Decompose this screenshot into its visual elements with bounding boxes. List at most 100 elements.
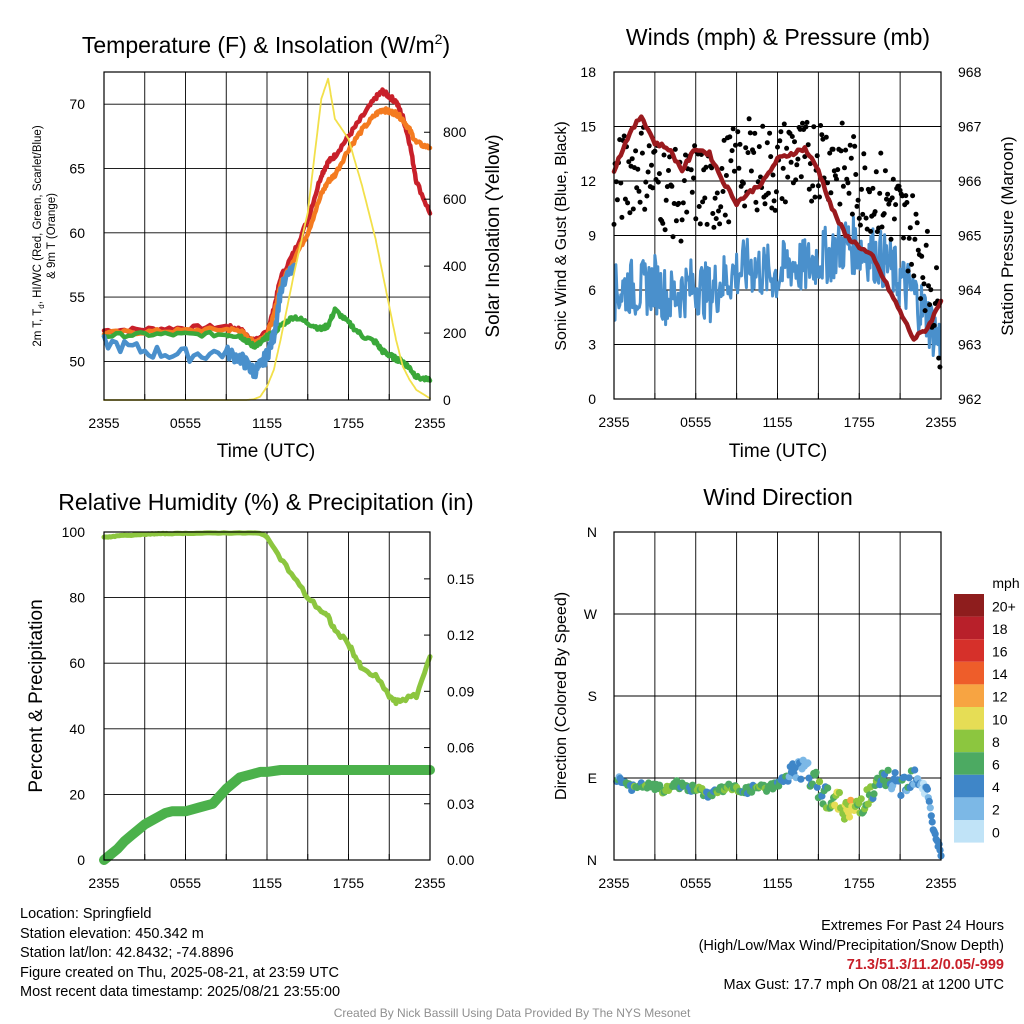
gust-point [730,126,736,132]
colorbar-swatch [954,684,984,707]
x-tick-label: 0555 [680,875,711,891]
colorbar-title: mph [992,575,1019,591]
gust-point [619,214,625,220]
gust-point [768,154,774,160]
gust-point [792,139,797,145]
wind-direction-y-label: Direction (Colored By Speed) [553,592,570,800]
gust-point [802,154,808,160]
gust-point [927,302,933,308]
colorbar-swatch [954,752,984,775]
gust-point [823,134,829,140]
direction-point [818,792,826,800]
y-tick-label: 40 [69,721,85,737]
gust-point [655,179,661,185]
gust-point [681,178,687,184]
station-info: Location: Springfield Station elevation:… [20,905,340,1003]
gust-point [692,143,698,149]
gust-point [877,190,883,196]
gust-point [909,261,914,267]
gust-point [622,196,628,202]
gust-point [772,207,778,213]
gust-point [717,221,723,227]
y-tick-label: 80 [69,590,85,606]
gust-point [812,194,818,200]
y-tick-label: E [588,770,597,786]
gust-point [839,120,845,126]
x-tick-label: 1755 [844,875,875,891]
station-latlon: Station lat/lon: 42.8432; -74.8896 [20,945,234,961]
colorbar-swatch [954,797,984,820]
gust-point [728,158,734,164]
y2-tick-label: 400 [443,258,467,274]
gust-point [788,159,794,165]
gust-point [819,132,825,138]
gust-point [762,201,768,207]
direction-point [815,778,824,786]
gust-point [809,198,815,204]
gust-point [867,189,872,195]
y-tick-label: 18 [580,64,596,80]
gust-point [872,209,878,215]
series-line-td [101,306,433,383]
x-tick-label: 1155 [762,414,792,430]
gust-point [811,124,817,130]
gust-point [861,151,867,157]
y-tick-label: 6 [588,282,596,298]
y-tick-label: 0 [588,391,596,407]
humidity-title: Relative Humidity (%) & Precipitation (i… [58,489,473,515]
gust-point [852,143,858,149]
gust-point [703,164,709,170]
colorbar-label: 20+ [992,598,1016,614]
gust-point [827,150,833,156]
gust-point [857,222,863,228]
gust-point [702,195,708,201]
gust-point [737,141,743,147]
colorbar-swatch [954,707,984,730]
gust-point [727,134,733,140]
gust-point [660,220,666,226]
gust-point [873,169,879,175]
gust-point [696,204,702,209]
gust-point [673,218,679,224]
gust-point [780,165,786,171]
gust-point [672,146,678,152]
gust-point [650,185,656,191]
series-line-9m-t [101,106,433,347]
gust-point [853,172,859,177]
gust-point [863,215,869,221]
y-tick-label: 70 [69,96,85,112]
gust-point [697,221,703,227]
gust-point [669,183,675,189]
gust-point [910,193,916,199]
x-tick-label: 1155 [252,875,282,891]
gust-point [889,195,895,201]
direction-point [905,774,913,782]
gust-point [710,211,716,216]
colorbar-label: 18 [992,621,1008,637]
gust-point [921,281,927,287]
direction-point [845,813,854,821]
gust-point [882,168,888,174]
gust-point [618,180,624,186]
colorbar-label: 8 [992,734,1000,750]
y-tick-label: 3 [588,337,596,353]
gust-point [912,236,918,242]
humidity-y-label: Percent & Precipitation [26,599,47,792]
gust-point [625,200,631,206]
gust-point [649,162,654,168]
gust-point [771,198,777,204]
gust-point [911,273,917,279]
gust-point [905,268,911,274]
gust-point [810,183,816,189]
gust-point [870,185,876,191]
gust-point [712,195,718,201]
x-tick-label: 2355 [88,875,119,891]
gust-point [735,129,741,135]
gust-point [794,162,800,168]
gust-point [667,154,673,160]
gust-point [752,130,758,136]
gust-point [845,180,851,186]
direction-point [689,781,697,789]
gust-point [714,190,720,196]
